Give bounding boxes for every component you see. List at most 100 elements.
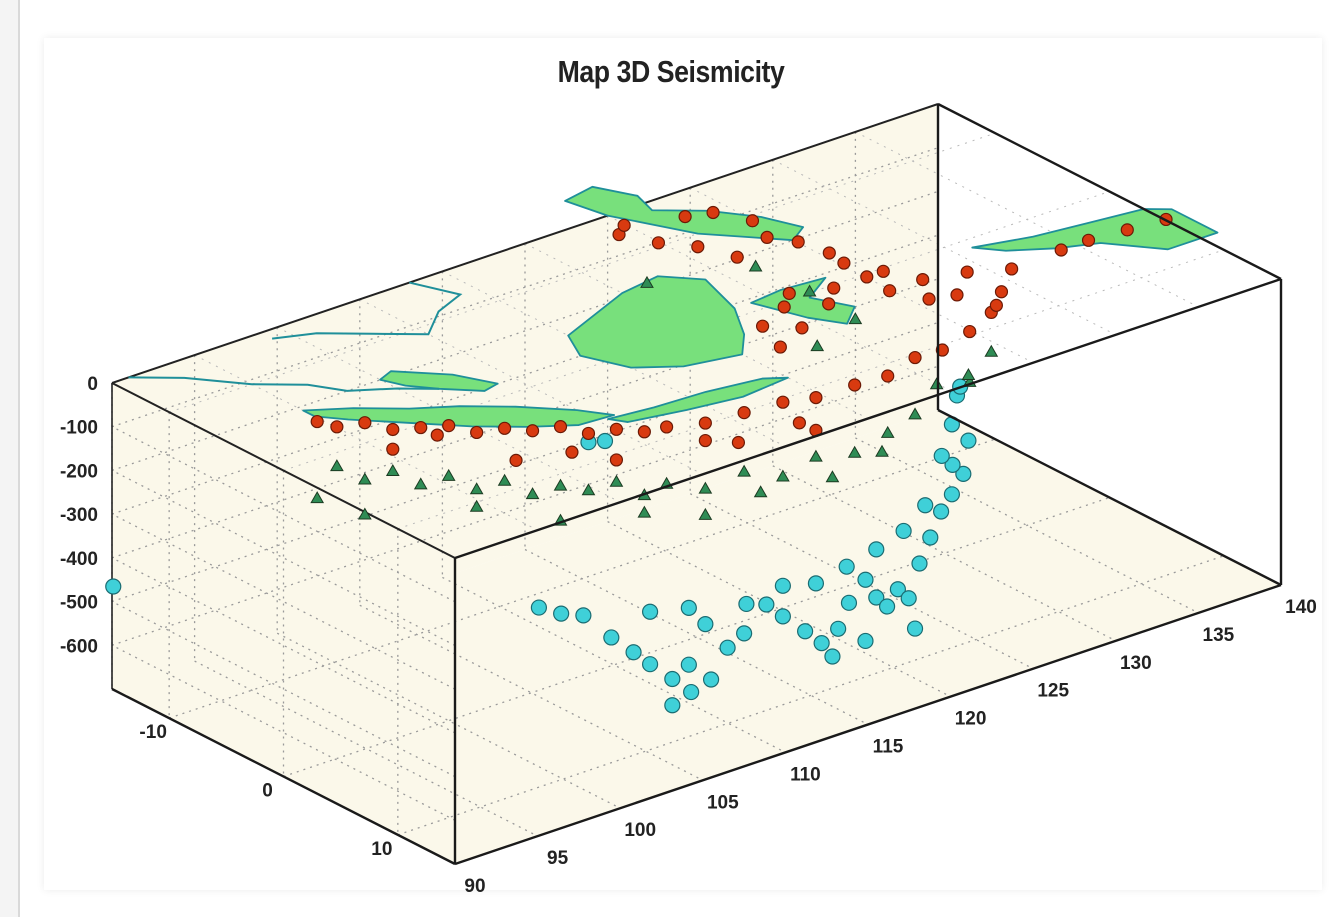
grid-line [772,465,1117,642]
data-point-deep [900,590,917,607]
data-point-intermediate [825,470,840,483]
data-point-intermediate [469,499,484,512]
data-point-deep [664,670,681,688]
data-point-intermediate [848,312,863,325]
data-point-shallow [776,395,790,409]
data-point-deep [955,465,972,482]
data-point-deep [738,595,755,613]
data-point-intermediate [875,444,889,457]
data-point-deep [641,656,659,673]
x-tick-label: 135 [1203,625,1235,646]
data-point-shallow [637,425,651,439]
data-point-shallow [498,421,512,435]
data-point-shallow [609,453,624,467]
data-point-shallow [698,433,712,448]
land-new-guinea [971,208,1219,252]
data-point-deep [683,683,700,701]
data-point-deep [933,447,950,465]
grid-line [111,469,456,647]
data-point-shallow [678,209,692,224]
data-point-shallow [737,406,751,420]
x-tick-label: 120 [955,709,987,730]
data-point-shallow [994,285,1009,299]
data-point-deep [857,571,874,588]
y-tick-label: 0 [262,781,273,802]
data-point-deep [906,620,924,637]
box-front-edges [111,102,1283,866]
grid-line [169,132,996,413]
data-point-deep [917,497,934,514]
data-point-deep [774,577,791,594]
data-point-shallow [730,250,744,264]
land-surface [128,185,1219,428]
data-point-deep [603,629,620,646]
data-point-deep [840,594,858,611]
data-point-deep [553,605,570,622]
data-point-shallow [922,292,936,306]
box-edge [111,103,939,384]
data-point-shallow [916,272,930,287]
grid-line [111,190,939,472]
data-point-deep [824,648,841,665]
series-deep [105,378,977,714]
data-point-intermediate [810,339,825,352]
land-malay [379,370,499,392]
data-point-deep [878,598,896,615]
data-point-shallow [960,265,974,279]
data-point-shallow [827,281,841,295]
data-point-shallow [470,425,484,440]
x-tick-label: 110 [790,764,821,785]
box-edge [454,583,1282,866]
grid-line [111,644,456,821]
data-point-intermediate [441,468,456,481]
grid-line [111,365,939,646]
data-point-shallow [760,230,774,244]
data-point-intermediate [737,464,751,477]
data-point-intermediate [776,469,790,482]
data-point-intermediate [908,407,922,420]
data-point-deep [641,603,659,620]
x-tick-label: 95 [547,848,569,869]
data-point-shallow [795,321,809,335]
data-point-deep [758,596,775,613]
data-point-shallow [837,256,851,270]
data-point-shallow [330,420,344,434]
grid-line [111,557,456,734]
data-point-shallow [908,350,922,365]
data-point-shallow [773,340,787,354]
z-tick-label: -600 [60,636,98,657]
coastline-mainland [128,376,440,392]
data-point-shallow [731,435,746,450]
data-point-shallow [876,264,890,278]
data-point-shallow [881,369,895,383]
page-left-border [0,0,20,917]
data-point-deep [625,644,642,661]
data-point-shallow [698,416,712,430]
y-tick-label: 10 [371,839,392,860]
grid-line [359,298,704,475]
data-point-intermediate [753,485,768,498]
box-edge [454,277,1282,560]
data-point-deep [774,608,791,625]
data-point-intermediate [961,368,976,381]
data-point-intermediate [802,284,817,297]
data-point-deep [868,589,885,606]
data-point-deep [943,486,961,503]
data-point-intermediate [637,505,652,518]
grid-line [276,632,621,809]
z-tick-label: -400 [60,549,98,570]
grid-line [359,604,704,781]
data-point-shallow [553,420,568,434]
x-tick-label: 130 [1120,653,1152,674]
data-point-intermediate [357,507,372,520]
z-tick-label: -300 [60,505,98,526]
data-point-intermediate [609,474,624,487]
data-point-shallow [791,235,805,249]
data-point-deep [868,541,885,558]
land-borneo [567,275,746,369]
data-point-shallow [1120,223,1134,237]
data-point-shallow [860,270,874,284]
data-point-deep [530,599,548,616]
data-point-deep [838,558,855,575]
data-point-shallow [442,419,456,433]
